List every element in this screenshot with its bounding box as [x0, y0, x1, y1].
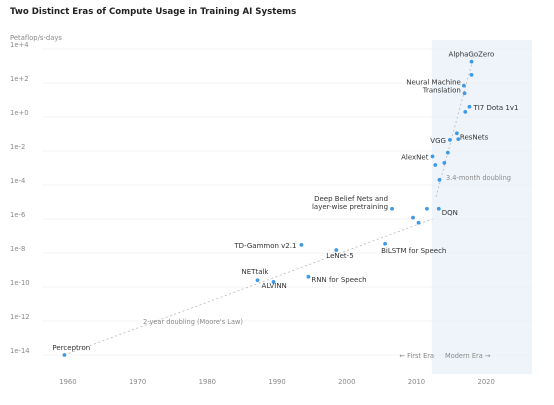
trend-3.4-month: [435, 54, 475, 197]
data-point: [448, 137, 452, 142]
data-point: [416, 220, 421, 225]
x-tick-label: 1960: [59, 378, 76, 386]
x-tick-label: 2000: [338, 378, 355, 386]
point-label: Perceptron: [52, 344, 90, 352]
x-tick-label: 2020: [478, 378, 495, 386]
data-point: [454, 131, 459, 136]
data-point: [467, 104, 472, 109]
annotation-moores-law: 2-year doubling (Moore's Law): [143, 318, 243, 326]
data-point: [461, 83, 466, 88]
data-point: [437, 177, 442, 182]
annotation-modern-doubling: 3.4-month doubling: [446, 174, 511, 182]
data-point: [306, 274, 311, 279]
annotation-modern-era: Modern Era →: [445, 352, 491, 360]
point-label: Deep Belief Nets and layer-wise pretraini…: [312, 195, 388, 211]
data-point: [383, 241, 387, 246]
y-tick-label: 1e-6: [10, 211, 25, 219]
data-point: [463, 109, 468, 114]
y-tick-label: 1e-14: [10, 347, 30, 355]
y-tick-label: 1e+2: [10, 75, 29, 83]
data-point: [271, 279, 276, 284]
point-label: RNN for Speech: [311, 276, 366, 284]
chart-title: Two Distinct Eras of Compute Usage in Tr…: [10, 7, 297, 17]
x-tick-label: 1990: [268, 378, 285, 386]
point-label: Neural Machine Translation: [406, 79, 461, 95]
point-label: TI7 Dota 1v1: [472, 104, 518, 112]
point-label: ResNets: [460, 133, 489, 141]
y-tick-label: 1e-4: [10, 177, 25, 185]
y-tick-label: 1e+4: [10, 41, 29, 49]
y-tick-label: 1e-12: [10, 313, 30, 321]
point-label: TD-Gammon v2.1: [233, 242, 296, 250]
x-tick-label: 1980: [199, 378, 216, 386]
y-axis-label: Petaflop/s-days: [10, 34, 62, 42]
data-point: [299, 242, 304, 247]
data-point: [425, 206, 429, 211]
data-point: [456, 137, 461, 142]
point-label: ALVINN: [262, 282, 287, 290]
point-label: AlphaGoZero: [449, 51, 495, 59]
y-tick-label: 1e-2: [10, 143, 25, 151]
x-tick-label: 2010: [408, 378, 425, 386]
point-label: LeNet-5: [326, 252, 353, 260]
point-label: DQN: [442, 209, 458, 217]
data-point: [462, 91, 467, 96]
data-point: [430, 154, 435, 159]
point-label: AlexNet: [401, 153, 429, 161]
data-point: [442, 160, 447, 165]
point-label: NETtalk: [242, 268, 270, 276]
data-point: [390, 206, 394, 211]
y-tick-label: 1e-10: [10, 279, 30, 287]
annotation-first-era: ← First Era: [399, 352, 434, 360]
data-point: [62, 353, 67, 357]
data-point: [445, 150, 450, 155]
x-tick-label: 1970: [129, 378, 146, 386]
point-label: VGG: [430, 137, 446, 145]
data-point: [436, 206, 441, 211]
data-point: [334, 248, 339, 252]
data-point: [255, 278, 260, 283]
data-point: [469, 72, 474, 77]
data-point: [411, 215, 415, 220]
modern-era-region: [431, 40, 532, 374]
y-tick-label: 1e-8: [10, 245, 25, 253]
point-label: BiLSTM for Speech: [381, 247, 446, 255]
y-tick-label: 1e+0: [10, 109, 29, 117]
data-point: [469, 59, 474, 64]
data-point: [433, 163, 438, 167]
